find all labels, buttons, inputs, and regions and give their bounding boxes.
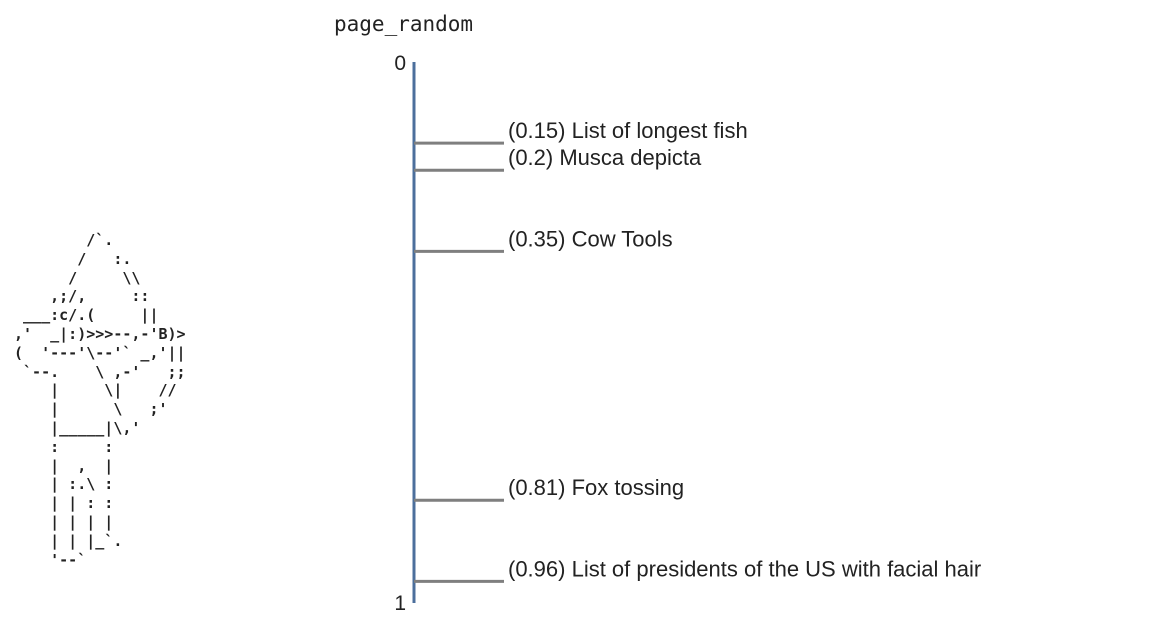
axis-min-label: 0 xyxy=(394,52,406,75)
timeline-entry-label: (0.35) Cow Tools xyxy=(508,226,673,251)
timeline-entry-label: (0.81) Fox tossing xyxy=(508,475,684,500)
timeline-entry-label: (0.2) Musca depicta xyxy=(508,145,702,170)
page-title: page_random xyxy=(334,12,474,36)
timeline-entry-label: (0.96) List of presidents of the US with… xyxy=(508,556,981,581)
ascii-art-figure: /`. / :. / \\ ,;/, :: ___:c/.( || ,' _|:… xyxy=(14,231,186,569)
axis-max-label: 1 xyxy=(394,592,406,615)
timeline-entries: (0.15) List of longest fish(0.2) Musca d… xyxy=(414,118,981,583)
timeline-entry-label: (0.15) List of longest fish xyxy=(508,118,748,143)
